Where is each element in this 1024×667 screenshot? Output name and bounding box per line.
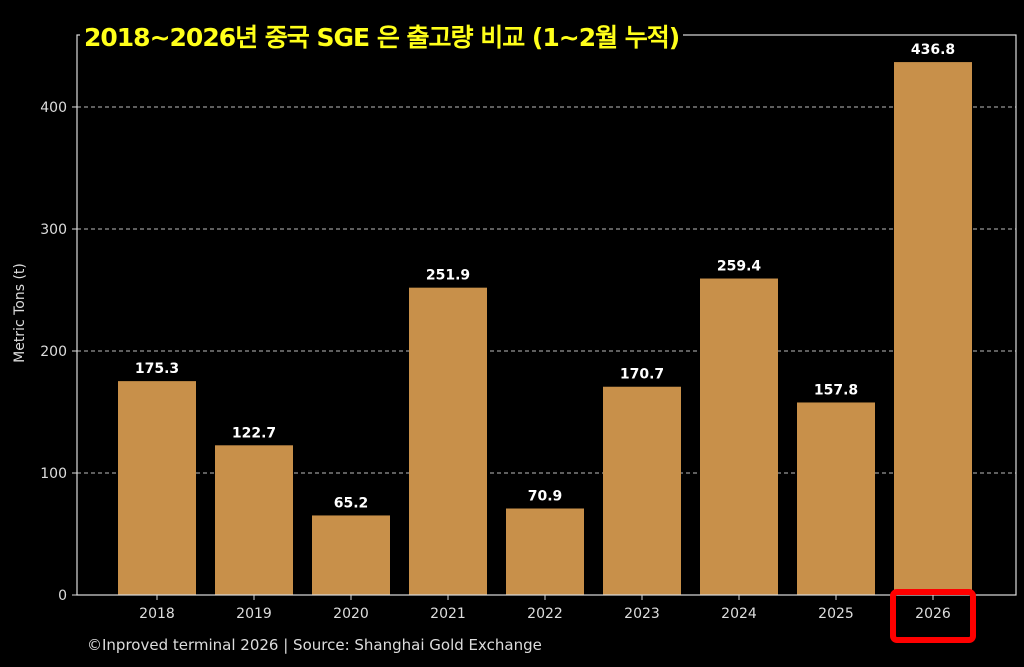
y-tick-label: 0: [58, 588, 67, 604]
bar-2025: [797, 402, 875, 595]
x-tick-label: 2019: [236, 606, 272, 622]
x-tick-label: 2023: [624, 606, 660, 622]
y-tick-label: 100: [40, 466, 67, 482]
source-footer: ©Inproved terminal 2026 | Source: Shangh…: [87, 636, 542, 654]
bar-2018: [118, 381, 196, 595]
x-tick-label: 2026: [915, 606, 951, 622]
x-tick-label: 2024: [721, 606, 757, 622]
data-label: 259.4: [717, 259, 762, 275]
data-label: 436.8: [911, 42, 955, 58]
y-axis-label: Metric Tons (t): [12, 263, 28, 363]
bar-2024: [700, 278, 778, 595]
data-label: 157.8: [814, 382, 858, 398]
bar-2021: [409, 287, 487, 595]
x-tick-label: 2021: [430, 606, 466, 622]
x-tick-label: 2025: [818, 606, 854, 622]
data-label: 122.7: [232, 425, 276, 441]
x-tick-label: 2018: [139, 606, 175, 622]
bar-2023: [603, 386, 681, 595]
x-tick-label: 2020: [333, 606, 369, 622]
bar-2020: [312, 515, 390, 595]
data-label: 251.9: [426, 268, 470, 284]
data-label: 170.7: [620, 367, 664, 383]
y-tick-label: 300: [40, 222, 67, 238]
data-label: 65.2: [334, 495, 369, 511]
bar-2022: [506, 508, 584, 595]
y-tick-label: 400: [40, 100, 67, 116]
data-label: 175.3: [135, 361, 179, 377]
bar-2019: [215, 445, 293, 595]
data-label: 70.9: [528, 488, 563, 504]
bar-2026: [894, 62, 972, 596]
x-tick-label: 2022: [527, 606, 563, 622]
y-tick-label: 200: [40, 344, 67, 360]
highlight-box: [890, 589, 976, 643]
chart-title: 2018~2026년 중국 SGE 은 출고량 비교 (1~2월 누적): [80, 18, 684, 54]
